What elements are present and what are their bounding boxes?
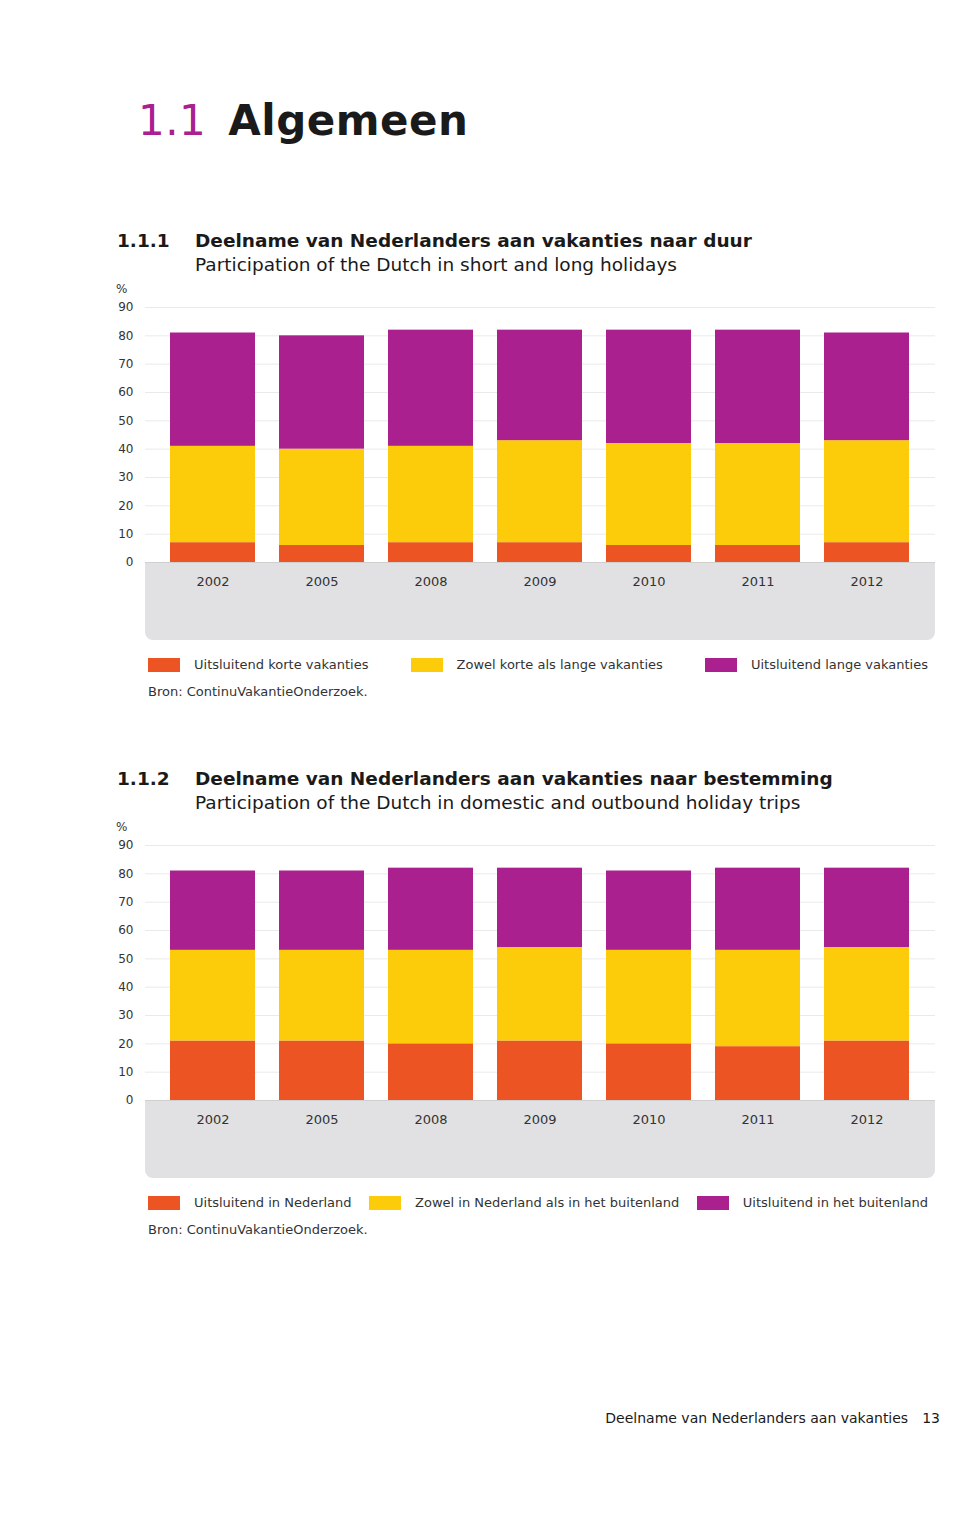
svg-text:2010: 2010 bbox=[632, 574, 665, 589]
svg-text:70: 70 bbox=[118, 895, 133, 909]
svg-text:2011: 2011 bbox=[741, 574, 774, 589]
svg-text:70: 70 bbox=[118, 357, 133, 371]
svg-text:20: 20 bbox=[118, 499, 133, 513]
svg-text:0: 0 bbox=[126, 555, 134, 569]
html-text:Participation of the Dutch in: Participation of the Dutch in short and … bbox=[195, 254, 677, 275]
html-text:Zowel korte als lange vakantie: Zowel korte als lange vakanties bbox=[456, 657, 663, 672]
svg-text:10: 10 bbox=[118, 1065, 133, 1079]
html-text:Deelname van Nederlanders aan: Deelname van Nederlanders aan vakanties … bbox=[195, 230, 752, 251]
html-text:1.1.2: 1.1.2 bbox=[117, 768, 170, 789]
svg-text:2011: 2011 bbox=[741, 1112, 774, 1127]
svg-text:90: 90 bbox=[118, 300, 133, 314]
html-text:Deelname van Nederlanders aan: Deelname van Nederlanders aan vakanties … bbox=[195, 768, 833, 789]
html-text:Algemeen: Algemeen bbox=[228, 96, 469, 145]
svg-text:30: 30 bbox=[118, 1008, 133, 1022]
svg-text:2009: 2009 bbox=[523, 1112, 556, 1127]
svg-text:90: 90 bbox=[118, 838, 133, 852]
html-text:Bron: ContinuVakantieOnderzoek: Bron: ContinuVakantieOnderzoek. bbox=[148, 1222, 368, 1237]
html-text:Uitsluitend korte vakanties: Uitsluitend korte vakanties bbox=[194, 657, 369, 672]
html-text:Zowel in Nederland als in het: Zowel in Nederland als in het buitenland bbox=[415, 1195, 680, 1210]
html-text:Deelname van Nederlanders aan: Deelname van Nederlanders aan vakanties bbox=[605, 1410, 909, 1426]
svg-text:0: 0 bbox=[126, 1093, 134, 1107]
svg-text:50: 50 bbox=[118, 952, 133, 966]
svg-text:2012: 2012 bbox=[850, 574, 883, 589]
html-text:Uitsluitend in Nederland: Uitsluitend in Nederland bbox=[194, 1195, 352, 1210]
svg-text:2008: 2008 bbox=[414, 574, 447, 589]
svg-text:80: 80 bbox=[118, 867, 133, 881]
svg-text:2009: 2009 bbox=[523, 574, 556, 589]
svg-text:2010: 2010 bbox=[632, 1112, 665, 1127]
html-text:Participation of the Dutch in: Participation of the Dutch in domestic a… bbox=[195, 792, 801, 813]
svg-text:50: 50 bbox=[118, 414, 133, 428]
svg-text:20: 20 bbox=[118, 1037, 133, 1051]
svg-text:40: 40 bbox=[118, 442, 133, 456]
html-text:1.1: 1.1 bbox=[138, 96, 207, 145]
html-text:Bron: ContinuVakantieOnderzoek: Bron: ContinuVakantieOnderzoek. bbox=[148, 684, 368, 699]
html-text:1.1.1: 1.1.1 bbox=[117, 230, 170, 251]
svg-text:30: 30 bbox=[118, 470, 133, 484]
svg-text:40: 40 bbox=[118, 980, 133, 994]
html-text:Uitsluitend in het buitenland: Uitsluitend in het buitenland bbox=[742, 1195, 928, 1210]
svg-text:2005: 2005 bbox=[305, 1112, 338, 1127]
svg-text:60: 60 bbox=[118, 385, 133, 399]
svg-text:2005: 2005 bbox=[305, 574, 338, 589]
html-text:13: 13 bbox=[922, 1410, 940, 1426]
svg-text:2012: 2012 bbox=[850, 1112, 883, 1127]
svg-text:2008: 2008 bbox=[414, 1112, 447, 1127]
svg-text:2002: 2002 bbox=[196, 1112, 229, 1127]
html-text:Uitsluitend lange vakanties: Uitsluitend lange vakanties bbox=[751, 657, 928, 672]
svg-text:10: 10 bbox=[118, 527, 133, 541]
svg-text:80: 80 bbox=[118, 329, 133, 343]
svg-text:60: 60 bbox=[118, 923, 133, 937]
svg-text:2002: 2002 bbox=[196, 574, 229, 589]
